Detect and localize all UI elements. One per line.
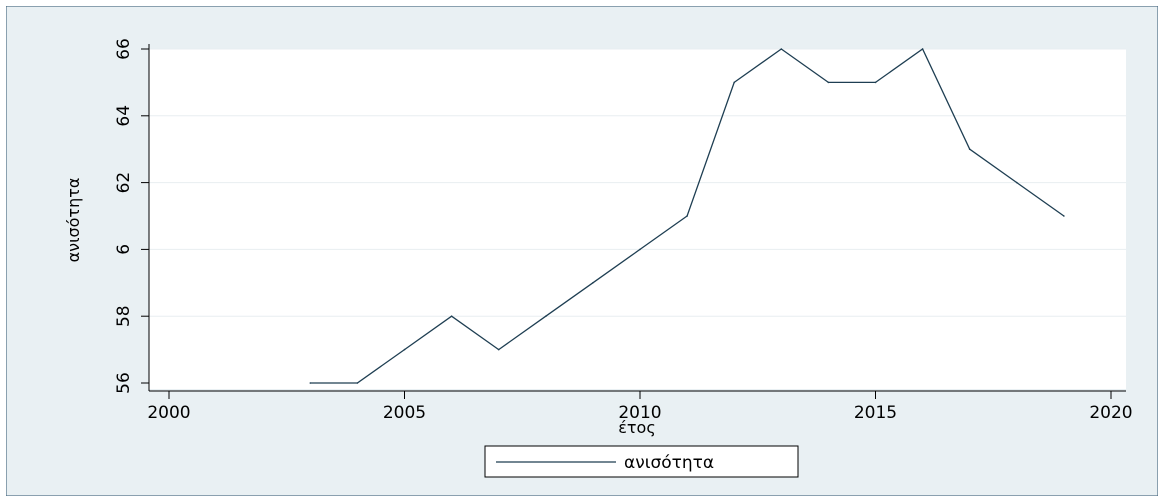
data-point <box>1063 215 1065 217</box>
y-tick-label: 56 <box>114 372 134 394</box>
chart-frame: 56 58 6 62 64 66 2000 2005 2010 2015 2020 έτος ανι… <box>6 6 1158 496</box>
data-point <box>545 315 547 318</box>
data-point <box>639 248 641 251</box>
legend-label: ανισότητα <box>624 453 714 473</box>
data-point <box>968 148 971 150</box>
data-point <box>592 282 594 284</box>
x-tick-label: 2005 <box>383 403 426 423</box>
data-point <box>686 215 688 217</box>
data-point <box>874 81 877 84</box>
grid-lines <box>149 48 1126 317</box>
data-point <box>827 81 830 84</box>
y-tick-label: 64 <box>114 105 134 127</box>
data-point <box>1016 181 1018 184</box>
x-tick-label: 2020 <box>1089 403 1132 423</box>
data-point <box>356 382 359 384</box>
data-point <box>403 348 406 351</box>
data-point <box>921 48 924 50</box>
data-point <box>450 315 453 318</box>
data-point <box>497 348 500 351</box>
y-tick-label: 6 <box>114 244 134 255</box>
axis-ticks: 56 58 6 62 64 66 2000 2005 2010 2015 2020 <box>114 38 1133 423</box>
y-tick-label: 58 <box>114 305 134 327</box>
y-tick-label: 66 <box>114 38 134 60</box>
x-axis-title: έτος <box>618 418 655 437</box>
data-point <box>780 48 783 50</box>
data-point <box>309 382 312 384</box>
x-tick-label: 2010 <box>618 403 661 423</box>
y-tick-label: 62 <box>114 172 134 194</box>
line-chart: 56 58 6 62 64 66 2000 2005 2010 2015 2020 έτος ανι… <box>6 6 1158 496</box>
plot-area <box>149 49 1126 389</box>
x-tick-label: 2000 <box>147 403 190 423</box>
legend: ανισότητα <box>484 445 799 478</box>
y-axis-title: ανισότητα <box>64 178 83 263</box>
data-point <box>733 81 735 84</box>
x-tick-label: 2015 <box>854 403 897 423</box>
series-layer <box>309 48 1065 384</box>
